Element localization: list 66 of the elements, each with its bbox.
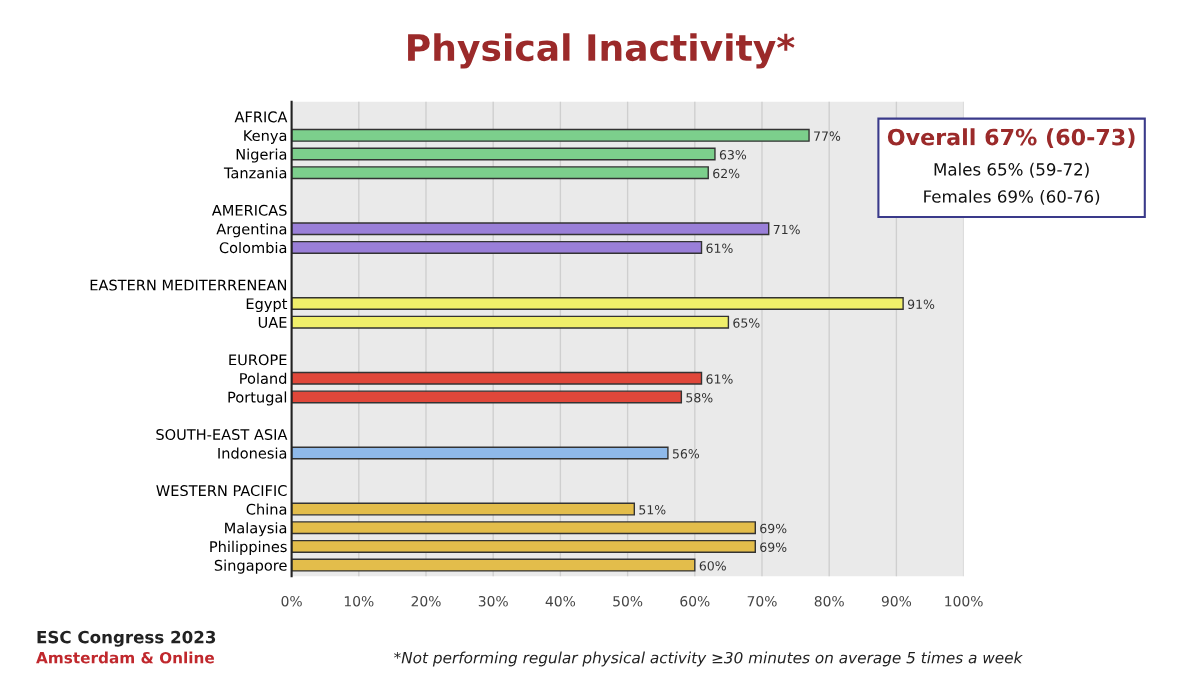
data-label: 56% [672, 449, 700, 459]
data-label: 61% [706, 374, 733, 384]
chart-title: Physical Inactivity* [408, 33, 795, 69]
bar [291, 315, 730, 329]
text: *Not performing regular physical activity ≥30 minutes on average 5 times a week [394, 651, 1023, 667]
y-tick-label: Singapore [214, 559, 287, 574]
x-tick-label: 100% [945, 595, 983, 607]
annotation: Females 69% (60-76) [924, 189, 1100, 205]
bar [291, 539, 756, 553]
y-tick-label: EASTERN MEDITERRENEAN [90, 279, 286, 291]
y-tick-label: Indonesia [218, 447, 287, 459]
bar [291, 222, 770, 236]
x-tick-label: 80% [814, 595, 844, 607]
bar [291, 558, 696, 572]
x-tick-label: 10% [344, 595, 374, 607]
data-label: 61% [706, 243, 733, 253]
bar [291, 128, 810, 142]
data-label: 63% [719, 150, 747, 160]
x-tick-label: 60% [680, 595, 710, 607]
y-tick-label: WESTERN PACIFIC [156, 485, 287, 497]
annotation: Males 65% (59-72) [934, 162, 1089, 178]
y-tick-label: Egypt [246, 298, 288, 313]
data-label: 62% [713, 168, 740, 179]
y-tick-label: UAE [258, 317, 287, 328]
bar [291, 521, 756, 535]
text: Amsterdam & Online [36, 651, 214, 664]
annotation: Overall 67% (60-73) [887, 128, 1135, 149]
bar [291, 371, 703, 385]
data-label: 60% [699, 561, 726, 571]
data-label: 69% [760, 523, 787, 534]
x-tick-label: 0% [281, 595, 302, 607]
bar [291, 502, 636, 516]
text: ESC Congress 2023 [37, 630, 216, 647]
y-tick-label: SOUTH-EAST ASIA [156, 429, 288, 441]
x-tick-label: 70% [747, 595, 777, 607]
y-tick-label: AFRICA [234, 111, 288, 123]
bar [291, 446, 669, 460]
y-tick-label: Portugal [228, 391, 287, 406]
bar [291, 147, 716, 161]
x-tick-label: 90% [881, 595, 912, 607]
x-tick-label: 30% [478, 595, 508, 607]
data-label: 58% [686, 392, 713, 403]
y-tick-label: Argentina [216, 223, 287, 238]
y-tick-label: Nigeria [236, 148, 287, 163]
y-tick-label: EUROPE [229, 354, 287, 366]
y-tick-label: AMERICAS [211, 204, 287, 216]
bar [291, 390, 683, 404]
x-tick-label: 20% [411, 595, 441, 607]
data-label: 69% [760, 542, 787, 552]
bar [291, 240, 703, 254]
y-tick-label: Philippines [210, 540, 287, 555]
data-label: 65% [733, 318, 760, 328]
y-tick-label: Malaysia [225, 522, 287, 537]
y-tick-label: Colombia [219, 241, 287, 254]
y-tick-label: China [246, 503, 287, 515]
y-tick-label: Tanzania [223, 167, 287, 179]
data-label: 51% [639, 505, 666, 515]
data-label: 77% [814, 131, 841, 141]
data-label: 91% [907, 299, 935, 309]
bar [291, 297, 904, 310]
x-tick-label: 50% [613, 595, 643, 607]
y-tick-label: Poland [240, 372, 287, 384]
data-label: 71% [773, 224, 800, 235]
bar [291, 166, 709, 180]
x-tick-label: 40% [545, 595, 576, 607]
y-tick-label: Kenya [244, 130, 287, 144]
